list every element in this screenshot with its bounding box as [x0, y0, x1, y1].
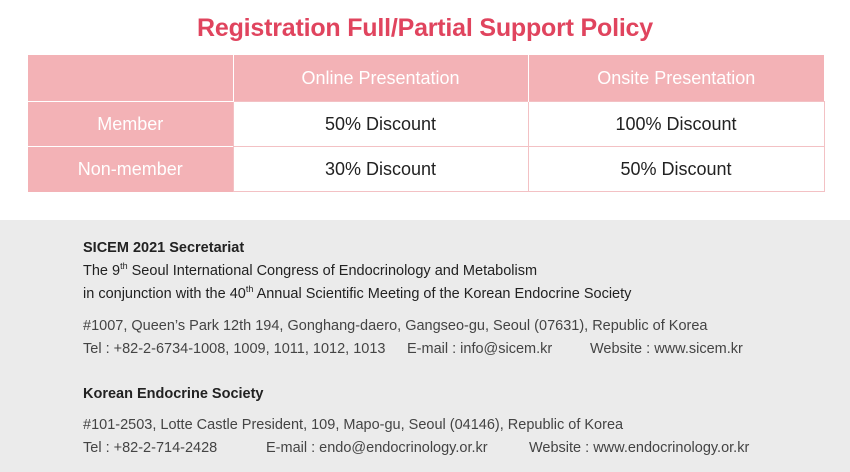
table-header-row: Online Presentation Onsite Presentation — [28, 55, 824, 102]
kes-address: #101-2503, Lotte Castle President, 109, … — [83, 417, 624, 433]
secretariat-heading: SICEM 2021 Secretariat — [83, 240, 245, 256]
meeting-ordinal-sup: th — [245, 284, 254, 294]
congress-name-pre: The 9 — [83, 263, 121, 279]
cell-member-onsite: 100% Discount — [527, 101, 825, 147]
kes-email-link[interactable]: E-mail : endo@endocrinology.or.kr — [266, 440, 488, 456]
footer-contact-section: SICEM 2021 Secretariat The 9th Seoul Int… — [0, 220, 850, 472]
secretariat-email-link[interactable]: E-mail : info@sicem.kr — [407, 341, 553, 357]
table-header-online: Online Presentation — [233, 55, 529, 102]
conjunction-post: Annual Scientific Meeting of the Korean … — [253, 286, 632, 302]
table-row: Member 50% Discount 100% Discount — [28, 101, 825, 147]
kes-website-link[interactable]: Website : www.endocrinology.or.kr — [529, 440, 750, 456]
table-row: Non-member 30% Discount 50% Discount — [28, 146, 825, 192]
cell-non-member-onsite: 50% Discount — [527, 146, 825, 192]
table-header-onsite: Onsite Presentation — [528, 55, 824, 102]
secretariat-website-link[interactable]: Website : www.sicem.kr — [590, 341, 743, 357]
support-policy-table: Online Presentation Onsite Presentation … — [28, 55, 825, 192]
congress-name-post: Seoul International Congress of Endocrin… — [127, 263, 538, 279]
secretariat-tel: Tel : +82-2-6734-1008, 1009, 1011, 1012,… — [83, 341, 386, 357]
conjunction-line: in conjunction with the 40th Annual Scie… — [83, 284, 632, 302]
conjunction-pre: in conjunction with the 40 — [83, 286, 246, 302]
congress-name-line: The 9th Seoul International Congress of … — [83, 261, 538, 279]
congress-ordinal-sup: th — [120, 261, 128, 271]
row-label-member: Member — [28, 101, 233, 147]
kes-heading: Korean Endocrine Society — [83, 386, 264, 402]
row-label-non-member: Non-member — [28, 146, 233, 192]
table-header-empty — [28, 55, 234, 102]
cell-non-member-online: 30% Discount — [232, 146, 529, 192]
page-title: Registration Full/Partial Support Policy — [197, 14, 653, 42]
secretariat-address: #1007, Queen’s Park 12th 194, Gonghang-d… — [83, 318, 708, 334]
kes-tel: Tel : +82-2-714-2428 — [83, 440, 218, 456]
cell-member-online: 50% Discount — [232, 101, 529, 147]
